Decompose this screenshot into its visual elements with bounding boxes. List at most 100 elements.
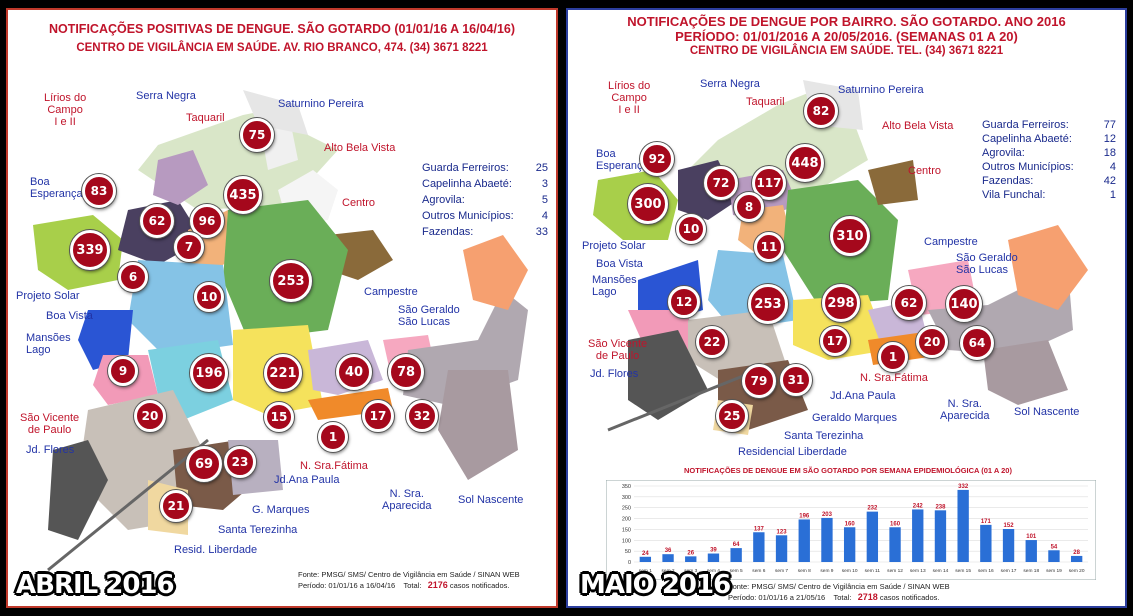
count-marker-campestre: 62 bbox=[892, 286, 926, 320]
stat-value: 33 bbox=[535, 226, 548, 238]
bar-sem-6 bbox=[753, 532, 765, 562]
stat-agrovila: Agrovila: 18 bbox=[982, 146, 1116, 160]
x-tick-label: sem 4 bbox=[707, 568, 720, 574]
stat-outros: Outros Municípios: 4 bbox=[422, 208, 548, 224]
stat-value: 42 bbox=[1103, 175, 1116, 187]
bar-sem-2 bbox=[662, 554, 674, 562]
count-marker-projeto_solar: 6 bbox=[118, 262, 148, 292]
bar-sem-20 bbox=[1070, 555, 1083, 562]
bar-value-label: 28 bbox=[1073, 550, 1080, 556]
bar-value-label: 152 bbox=[1004, 523, 1015, 529]
stat-label: Fazendas: bbox=[422, 226, 474, 238]
footer-total-value: 2176 bbox=[427, 580, 448, 590]
may-map-panel: NOTIFICAÇÕES DE DENGUE POR BAIRRO. SÃO G… bbox=[566, 8, 1127, 608]
april-footer: Fonte: PMSG/ SMS/ Centro de Vigilância e… bbox=[298, 570, 554, 591]
label-centro: Centro bbox=[342, 197, 376, 209]
label-projeto-solar: Projeto Solar bbox=[16, 290, 80, 302]
x-tick-label: sem 3 bbox=[684, 568, 697, 574]
stat-value: 4 bbox=[541, 210, 548, 222]
count-marker-jd_flores: 20 bbox=[134, 400, 166, 432]
count-marker-jd_ana_paula: 15 bbox=[264, 402, 294, 432]
count-marker-geraldo_marques: 31 bbox=[780, 364, 812, 396]
label-boa-esperanca: Boa Esperança bbox=[596, 148, 649, 172]
count-marker-mansoes: 9 bbox=[108, 356, 138, 386]
x-tick-label: sem 18 bbox=[1023, 568, 1039, 574]
x-tick-label: sem 9 bbox=[820, 568, 833, 574]
stat-value: 12 bbox=[1103, 133, 1116, 145]
label-sol-nascente: Sol Nascente bbox=[458, 494, 524, 506]
footer-period: Período: 01/01/16 a 16/04/16 bbox=[298, 581, 396, 590]
count-marker-sao_vicente_196: 196 bbox=[190, 354, 228, 392]
stat-capelinha: Capelinha Abaeté: 3 bbox=[422, 176, 548, 192]
footer-period-row: Período: 01/01/16 a 16/04/16 Total: 2176… bbox=[298, 580, 554, 591]
bar-sem-3 bbox=[685, 556, 697, 562]
stat-vila-funchal: Vila Funchal: 1 bbox=[982, 188, 1116, 202]
label-taquaril: Taquaril bbox=[186, 112, 225, 124]
x-tick-label: sem 16 bbox=[978, 568, 994, 574]
x-tick-label: sem 5 bbox=[730, 568, 743, 574]
stat-label: Guarda Ferreiros: bbox=[982, 119, 1069, 131]
label-lirios: Lírios do Campo I e II bbox=[608, 80, 651, 116]
april-tag: ABRIL 2016 bbox=[16, 570, 175, 600]
footer-period-row: Período: 01/01/16 a 21/05/16 Total: 2718… bbox=[728, 592, 1028, 603]
label-jd-flores: Jd. Flores bbox=[26, 444, 75, 456]
label-jd-ana-paula: Jd.Ana Paula bbox=[274, 474, 340, 486]
label-boa-esperanca: Boa Esperança bbox=[30, 176, 83, 200]
label-resid-liberdade: Residencial Liberdade bbox=[738, 446, 847, 458]
april-subtitle: CENTRO DE VIGILÂNCIA EM SAÚDE. AV. RIO B… bbox=[76, 42, 488, 54]
count-marker-boa_esperanca: 300 bbox=[628, 184, 668, 224]
count-marker-n_sra_fatima_298: 298 bbox=[822, 284, 860, 322]
stat-label: Agrovila: bbox=[982, 147, 1025, 159]
count-marker-lirios: 83 bbox=[82, 174, 116, 208]
label-projeto-solar: Projeto Solar bbox=[582, 240, 646, 252]
footer-total-label: Total: bbox=[833, 593, 852, 602]
may-period: PERÍODO: 01/01/2016 A 20/05/2016. (SEMAN… bbox=[675, 29, 1018, 44]
count-marker-sao_geraldo: 78 bbox=[388, 354, 424, 390]
footer-total-suffix: casos notificados. bbox=[879, 593, 940, 602]
count-marker-centro_8: 8 bbox=[734, 192, 764, 222]
label-santa-terezinha: Santa Terezinha bbox=[784, 430, 864, 442]
stat-agrovila: Agrovila: 5 bbox=[422, 192, 548, 208]
bar-value-label: 171 bbox=[981, 519, 992, 525]
count-marker-santa_terezinha: 69 bbox=[186, 446, 222, 482]
count-marker-g_marques: 23 bbox=[224, 446, 256, 478]
bar-sem-9 bbox=[821, 517, 833, 562]
count-marker-sol_nascente: 32 bbox=[406, 400, 438, 432]
count-marker-sao_vicente: 22 bbox=[696, 326, 728, 358]
bar-value-label: 101 bbox=[1026, 534, 1037, 540]
weekly-bar-chart: 0 50 100 150 200 250 300 350 24 sem 1 36 sem 2 26 sem… bbox=[606, 480, 1096, 580]
stat-label: Outros Municípios: bbox=[422, 210, 514, 222]
label-mansoes: Mansões Lago bbox=[592, 274, 637, 298]
chart-title: NOTIFICAÇÕES DE DENGUE EM SÃO GOTARDO PO… bbox=[684, 466, 1012, 475]
bar-sem-13 bbox=[912, 509, 924, 562]
bar-value-label: 160 bbox=[845, 521, 856, 527]
count-marker-centro_7: 7 bbox=[174, 232, 204, 262]
stat-fazendas: Fazendas: 33 bbox=[422, 224, 548, 240]
x-tick-label: sem 2 bbox=[662, 568, 675, 574]
label-n-sra-aparecida: N. Sra. Aparecida bbox=[940, 398, 990, 422]
label-santa-terezinha: Santa Terezinha bbox=[218, 524, 298, 536]
count-marker-resid_liberdade: 21 bbox=[160, 490, 192, 522]
label-g-marques: G. Marques bbox=[252, 504, 310, 516]
bar-value-label: 39 bbox=[710, 548, 717, 554]
count-marker-campestre: 40 bbox=[336, 354, 372, 390]
stat-label: Agrovila: bbox=[422, 194, 465, 206]
bar-value-label: 64 bbox=[733, 542, 740, 548]
count-marker-boa_vista: 10 bbox=[194, 282, 224, 312]
bar-value-label: 24 bbox=[642, 551, 649, 557]
label-boa-vista: Boa Vista bbox=[596, 258, 643, 270]
stat-label: Guarda Ferreiros: bbox=[422, 162, 509, 174]
count-marker-n_sra_aparecida: 17 bbox=[362, 400, 394, 432]
label-lirios: Lírios do Campo I e II bbox=[44, 92, 87, 128]
stat-value: 18 bbox=[1103, 147, 1116, 159]
label-mansoes: Mansões Lago bbox=[26, 332, 71, 356]
footer-period: Período: 01/01/16 a 21/05/16 bbox=[728, 593, 826, 602]
y-tick-label: 300 bbox=[622, 495, 631, 501]
bar-value-label: 137 bbox=[754, 526, 765, 532]
count-marker-sao_geraldo: 140 bbox=[946, 286, 982, 322]
stat-value: 25 bbox=[535, 162, 548, 174]
footer-total-suffix: casos notificados. bbox=[449, 581, 510, 590]
label-sol-nascente: Sol Nascente bbox=[1014, 406, 1080, 418]
label-n-sra-fatima: N. Sra.Fátima bbox=[300, 460, 368, 472]
x-tick-label: sem 7 bbox=[775, 568, 788, 574]
